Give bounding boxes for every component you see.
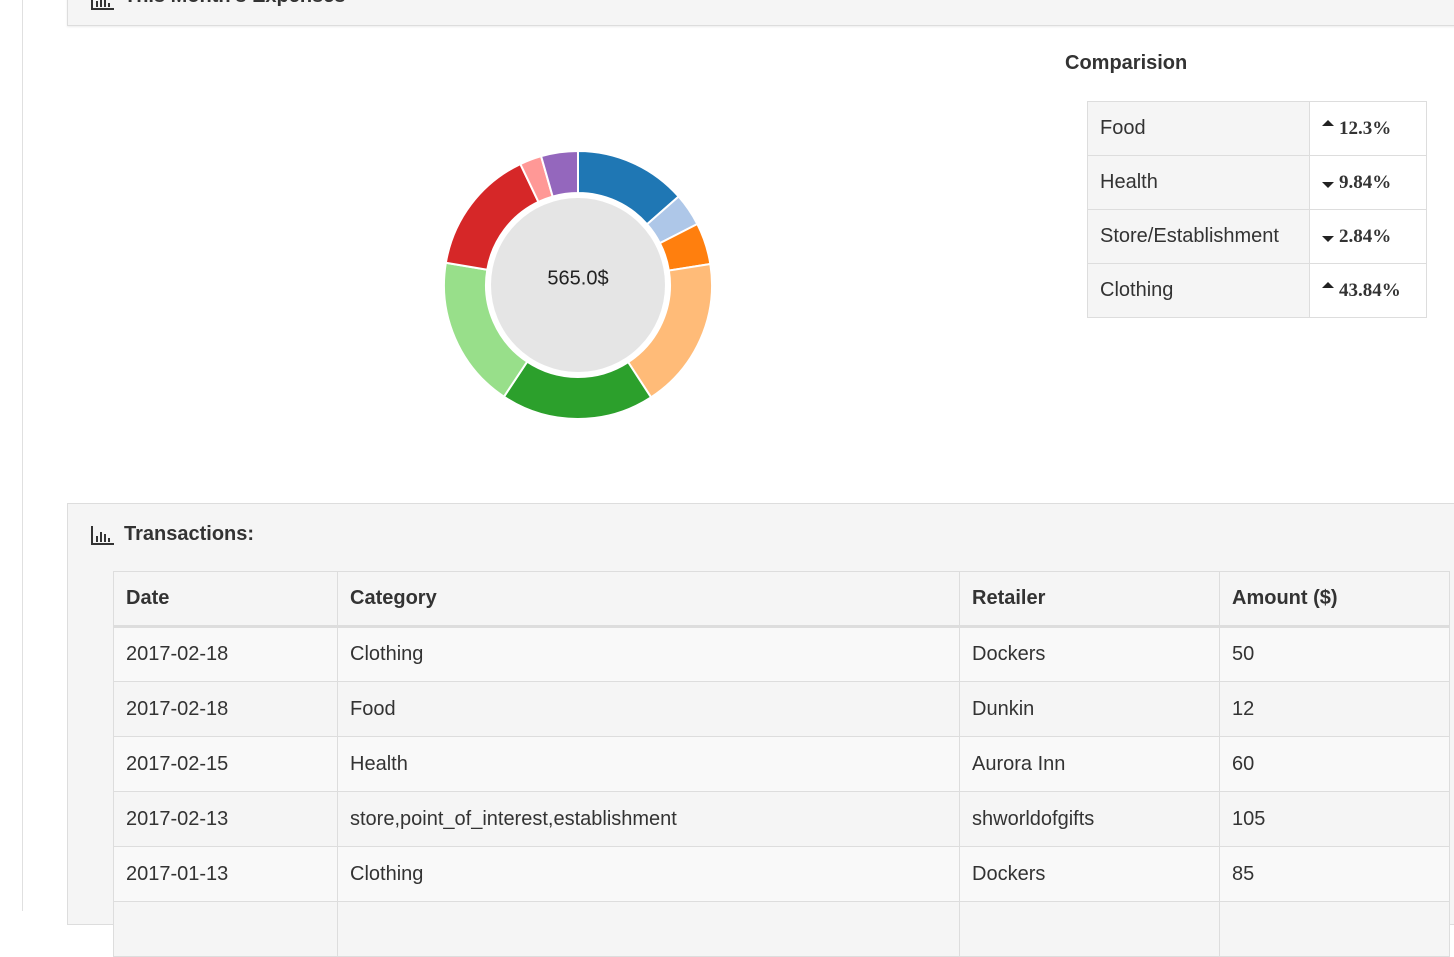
comparison-change-cell: 43.84%: [1309, 263, 1427, 318]
transaction-cell: [1219, 901, 1450, 957]
comparison-change: 2.84%: [1339, 225, 1392, 247]
transaction-cell: [337, 901, 960, 957]
comparison-table: Food 12.3% Health 9.84% Store/Establishment 2…: [1087, 101, 1427, 318]
transaction-cell: Dockers: [959, 626, 1220, 682]
comparison-change: 43.84%: [1339, 279, 1401, 301]
transaction-cell: 105: [1219, 791, 1450, 847]
transaction-cell: 2017-01-13: [113, 846, 338, 902]
comparison-row: Food 12.3%: [1087, 101, 1427, 156]
transaction-cell: Dunkin: [959, 681, 1220, 737]
comparison-category: Store/Establishment: [1087, 209, 1310, 264]
transaction-cell: Clothing: [337, 846, 960, 902]
trend-arrow: [1322, 235, 1334, 242]
comparison-category: Health: [1087, 155, 1310, 210]
transaction-cell: Clothing: [337, 626, 960, 682]
transaction-cell: store,point_of_interest,establishment: [337, 791, 960, 847]
chart-icon: [91, 526, 114, 545]
transaction-row: [113, 901, 1450, 957]
comparison-row: Store/Establishment 2.84%: [1087, 209, 1427, 264]
panel-title: Transactions:: [124, 523, 255, 545]
transaction-row: 2017-02-15 Health Aurora Inn 60: [113, 736, 1450, 792]
trend-arrow: [1322, 119, 1334, 126]
transaction-cell: [959, 901, 1220, 957]
comparison-change: 12.3%: [1339, 117, 1392, 139]
transaction-row: 2017-02-18 Food Dunkin 12: [113, 681, 1450, 737]
expenses-panel-header: This Month's Expenses: [67, 0, 1454, 26]
trend-arrow: [1322, 281, 1334, 288]
transaction-cell: 2017-02-13: [113, 791, 338, 847]
transaction-cell: [113, 901, 338, 957]
center-label: 565.0$: [547, 267, 608, 289]
panel-title: This Month's Expenses: [124, 0, 345, 8]
donut-segment: [539, 149, 579, 198]
transaction-cell: 60: [1219, 736, 1450, 792]
transaction-cell: Health: [337, 736, 960, 792]
chart-icon: [91, 0, 114, 10]
donut-center: [491, 198, 665, 372]
column-header: Retailer: [959, 571, 1220, 628]
comparison-row: Health 9.84%: [1087, 155, 1427, 210]
column-header: Category: [337, 571, 960, 628]
transaction-cell: 2017-02-15: [113, 736, 338, 792]
transaction-row: 2017-01-13 Clothing Dockers 85: [113, 846, 1450, 902]
comparison-change-cell: 9.84%: [1309, 155, 1427, 210]
transaction-cell: 2017-02-18: [113, 681, 338, 737]
transaction-cell: Aurora Inn: [959, 736, 1220, 792]
transaction-row: 2017-02-13 store,point_of_interest,establ…: [113, 791, 1450, 847]
sidebar: [0, 0, 23, 911]
comparison-row: Clothing 43.84%: [1087, 263, 1427, 318]
comparison-category: Clothing: [1087, 263, 1310, 318]
column-header: Date: [113, 571, 338, 628]
transaction-cell: Dockers: [959, 846, 1220, 902]
comparison-category: Food: [1087, 101, 1310, 156]
transaction-cell: 85: [1219, 846, 1450, 902]
transaction-cell: 2017-02-18: [113, 626, 338, 682]
donut-chart: 565.0$: [443, 149, 713, 420]
transaction-cell: Food: [337, 681, 960, 737]
column-header: Amount ($): [1219, 571, 1450, 628]
transaction-row: 2017-02-18 Clothing Dockers 50: [113, 626, 1450, 682]
transaction-cell: shworldofgifts: [959, 791, 1220, 847]
comparison-change-cell: 2.84%: [1309, 209, 1427, 264]
trend-arrow: [1322, 181, 1334, 188]
comparison-title: Comparision: [1065, 52, 1188, 74]
comparison-change: 9.84%: [1339, 171, 1392, 193]
transactions-table: Date Category Retailer Amount ($) 2017-02-18…: [113, 571, 1450, 957]
comparison-change-cell: 12.3%: [1309, 101, 1427, 156]
transaction-cell: 50: [1219, 626, 1450, 682]
transaction-cell: 12: [1219, 681, 1450, 737]
